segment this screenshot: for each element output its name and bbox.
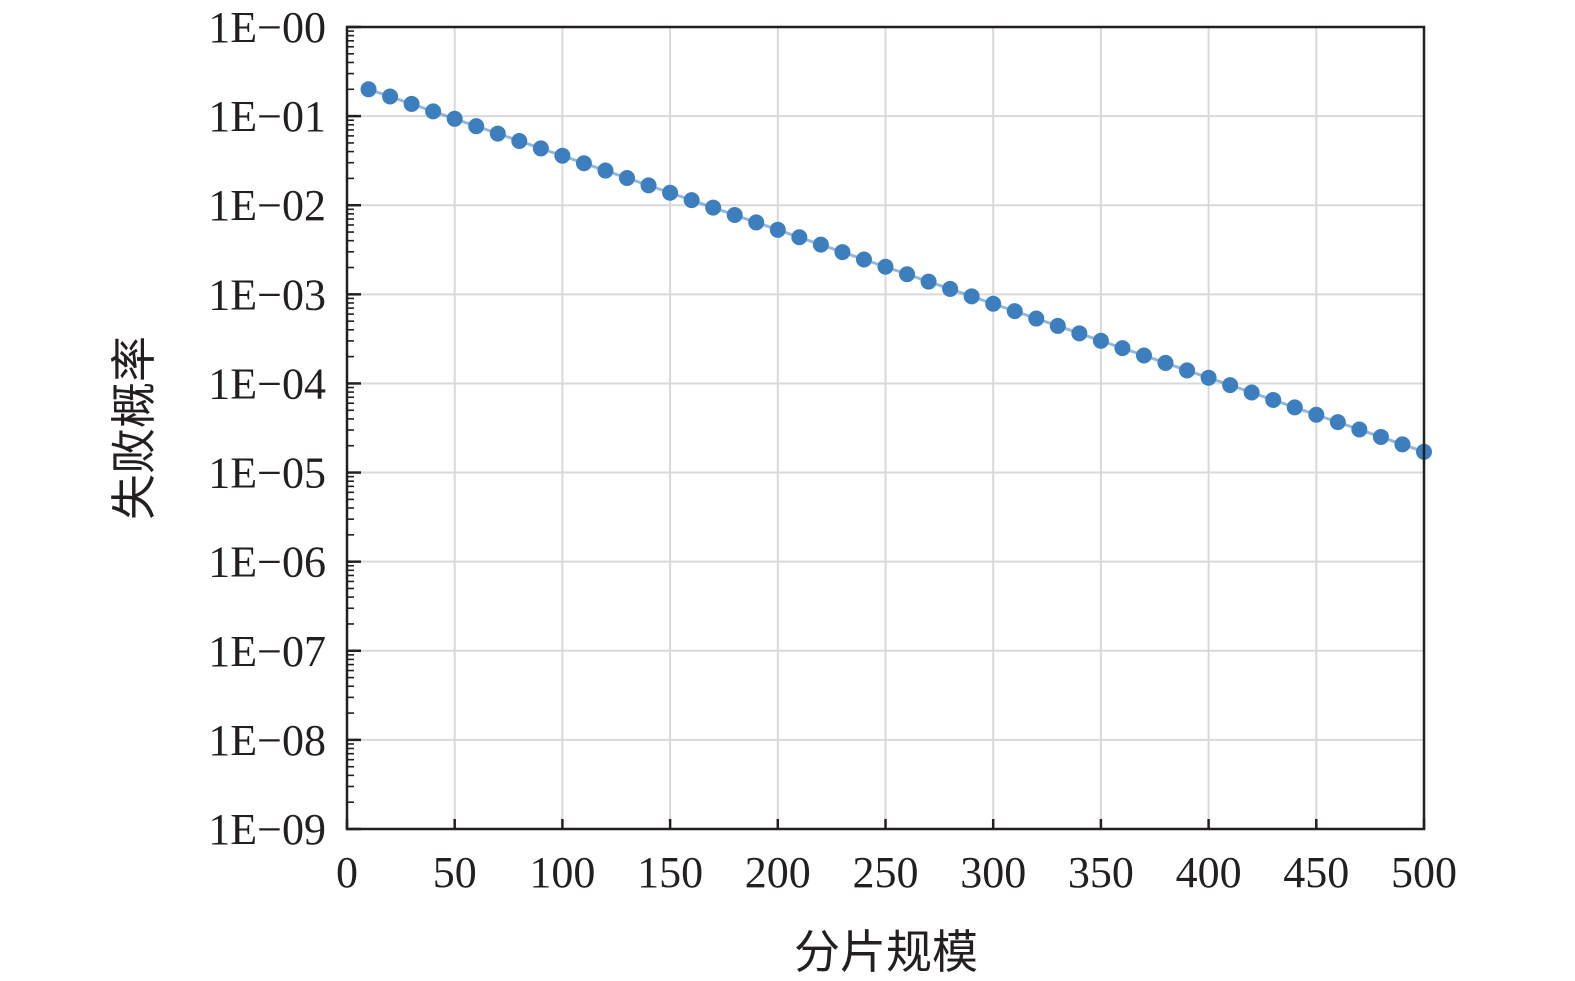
data-point (1092, 332, 1109, 349)
data-point (1157, 354, 1174, 371)
data-point (877, 258, 894, 275)
data-point (748, 214, 765, 231)
data-point (1243, 384, 1260, 401)
data-point (683, 192, 700, 209)
data-point (1308, 406, 1325, 423)
x-tick-label: 50 (433, 848, 477, 897)
x-tick-label: 150 (637, 848, 703, 897)
data-point (855, 251, 872, 268)
x-tick-label: 200 (745, 848, 811, 897)
y-axis-title: 失败概率 (107, 336, 161, 520)
data-point (1071, 325, 1088, 342)
data-point (1329, 414, 1346, 431)
data-point (597, 162, 614, 179)
data-point (425, 103, 442, 120)
data-point (554, 147, 571, 164)
data-point (1135, 347, 1152, 364)
y-tick-label: 1E−05 (208, 449, 326, 498)
x-tick-label: 250 (853, 848, 919, 897)
y-axis-ticks: 1E−00 1E−01 1E−02 1E−03 1E−04 1E−05 1E−06 1E−07… (208, 3, 361, 854)
data-point (791, 229, 808, 246)
grid-lines (346, 26, 1425, 830)
data-point (468, 118, 485, 135)
data-point (1200, 369, 1217, 386)
data-point (1351, 421, 1368, 438)
x-tick-label: 450 (1283, 848, 1349, 897)
y-tick-label: 1E−00 (208, 3, 326, 52)
y-tick-label: 1E−04 (208, 359, 326, 408)
data-point (899, 266, 916, 283)
data-point (619, 170, 636, 187)
data-point (511, 132, 528, 149)
data-point (920, 273, 937, 290)
y-tick-label: 1E−09 (208, 805, 326, 854)
data-point (705, 199, 722, 216)
data-point (489, 125, 506, 142)
data-point (963, 288, 980, 305)
x-tick-label: 500 (1391, 848, 1457, 897)
x-tick-label: 400 (1176, 848, 1242, 897)
y-tick-label: 1E−01 (208, 92, 326, 141)
x-axis-ticks: 0 50 100 150 200 250 300 350 400 450 500 (336, 819, 1457, 897)
data-point (446, 110, 463, 127)
data-point (1049, 317, 1066, 334)
data-point (640, 177, 657, 194)
y-tick-label: 1E−03 (208, 270, 326, 319)
data-point (360, 81, 377, 98)
x-tick-label: 100 (529, 848, 595, 897)
data-point (403, 95, 420, 112)
data-point (1286, 399, 1303, 416)
data-point (1114, 340, 1131, 357)
data-point (1394, 436, 1411, 453)
data-point (726, 206, 743, 223)
x-tick-label: 0 (336, 848, 358, 897)
data-point (812, 236, 829, 253)
data-point (1222, 377, 1239, 394)
data-point (662, 184, 679, 201)
data-point (834, 244, 851, 261)
data-point (1372, 428, 1389, 445)
y-tick-label: 1E−02 (208, 181, 326, 230)
data-point (382, 88, 399, 105)
data-point (1179, 362, 1196, 379)
data-point (942, 280, 959, 297)
data-point (985, 295, 1002, 312)
data-series (360, 81, 1432, 460)
y-tick-label: 1E−06 (208, 538, 326, 587)
x-axis-title: 分片规模 (794, 925, 978, 979)
data-point (1265, 391, 1282, 408)
data-point (532, 140, 549, 157)
data-point (769, 221, 786, 238)
data-point (575, 155, 592, 172)
y-tick-label: 1E−08 (208, 716, 326, 765)
data-point (1028, 310, 1045, 327)
data-point (1006, 303, 1023, 320)
x-tick-label: 350 (1068, 848, 1134, 897)
x-tick-label: 300 (960, 848, 1026, 897)
y-tick-label: 1E−07 (208, 627, 326, 676)
